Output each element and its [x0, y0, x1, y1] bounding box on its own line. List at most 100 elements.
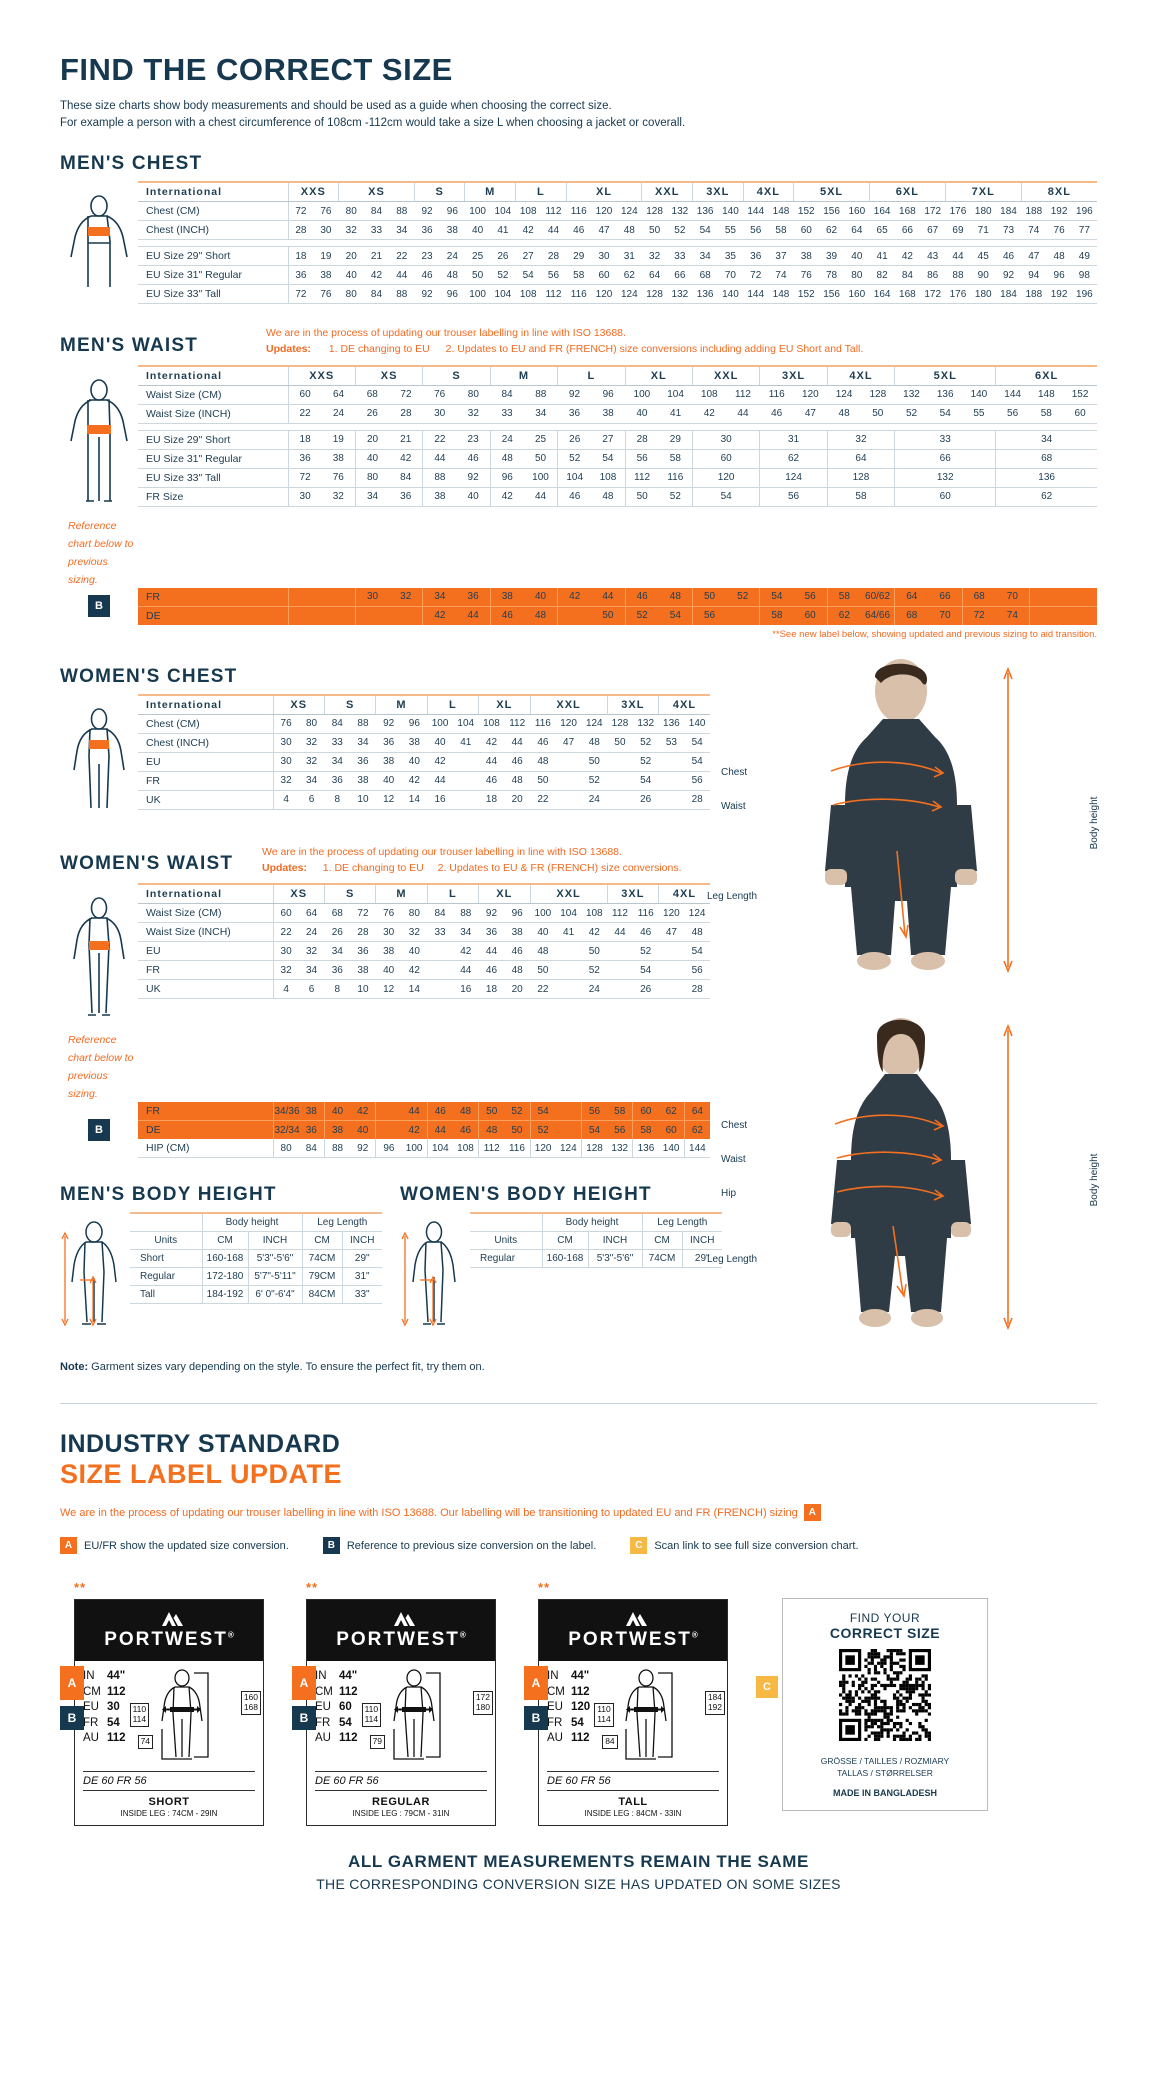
womens-height-figure	[400, 1212, 470, 1335]
cell: 50	[523, 449, 558, 469]
table-row: EU Size 29" Short 18 19 20 21 22 23 24 25 26 27 28 2…	[138, 430, 1097, 450]
cell: 31	[759, 430, 828, 450]
size-row-eu: EU 30	[83, 1700, 126, 1716]
size-key: EU	[315, 1701, 331, 1714]
cell: 90	[970, 265, 996, 286]
size-key: IN	[547, 1670, 559, 1683]
cell: 60	[793, 605, 828, 625]
cell: 52	[581, 771, 608, 791]
cell: 30	[272, 941, 299, 962]
cell: 152	[1063, 385, 1097, 405]
cell: 132	[607, 1139, 633, 1159]
cell: 148	[768, 201, 794, 222]
cell: 54	[529, 1102, 556, 1121]
cell: 10	[350, 790, 376, 810]
cell: 12	[375, 979, 402, 1000]
cell: 19	[321, 430, 356, 450]
size-header-4xl: 4XL	[658, 694, 710, 715]
row-label: Chest (CM)	[138, 201, 288, 222]
cell: 22	[389, 246, 415, 267]
mens-waist-orange-table: FR 30 32 34 36 38 40 42 44 46 48 50 52 54 56 58 60/62 64 6…	[138, 587, 1097, 625]
tag-b: B	[524, 1706, 548, 1731]
cell: 60	[632, 1102, 659, 1121]
cell: 46	[624, 587, 659, 607]
qr-code-icon[interactable]	[839, 1649, 931, 1742]
cell: 40	[401, 752, 428, 772]
cell: 50	[860, 404, 895, 424]
cell	[658, 979, 685, 1000]
size-row-au: AU 112	[315, 1731, 358, 1747]
womens-waist-body: Waist Size (CM) 60 64 68 72 76 80 84 88 92 96 100 10…	[138, 903, 710, 1000]
cell: 62	[995, 487, 1097, 507]
cell: 38	[422, 487, 457, 507]
fit-name: SHORT	[148, 1796, 190, 1809]
womens-waist-update-item2: 2. Updates to EU & FR (FRENCH) size conv…	[437, 861, 682, 874]
qr-card[interactable]: FIND YOUR CORRECT SIZE GRÖSSE / TAILLES / …	[782, 1598, 988, 1812]
spacer-row	[138, 239, 1097, 248]
label-body-icon	[625, 1669, 673, 1760]
cell: 108	[591, 468, 626, 488]
cell: 172	[920, 201, 946, 222]
cell: 6	[298, 979, 325, 1000]
cell: 80	[456, 385, 491, 405]
asterisk-marker: **	[74, 1580, 87, 1596]
cell: 36	[324, 771, 351, 791]
cell: 23	[414, 246, 440, 267]
cell: 88	[422, 468, 457, 488]
table-row: Tall 184-192 6' 0"-6'4" 84CM 33"	[130, 1285, 383, 1305]
cell: 84	[894, 265, 921, 286]
cell: 124	[827, 385, 861, 405]
sub-header: CM	[201, 1231, 248, 1251]
male-model-card: Chest Waist Leg Length Body height	[707, 655, 1100, 990]
cell: 184	[995, 201, 1022, 222]
col-international: International	[138, 365, 288, 386]
label-measurements: IN 44" CM 112 EU 30 FR 54 AU 112 110 114 160 168 74	[75, 1661, 263, 1769]
cell: 40	[375, 960, 402, 981]
qr-line-3: GRÖSSE / TAILLES / ROZMIARY	[820, 1756, 950, 1767]
size-key: FR	[315, 1716, 331, 1729]
portwest-logo-icon	[394, 1612, 415, 1627]
cell: 120	[529, 1139, 556, 1159]
mens-height-body: Body height Leg Length Units CM INCH CM INCH Sh…	[130, 1212, 383, 1305]
row-label: DE	[138, 1120, 273, 1140]
cell: 24	[298, 922, 325, 943]
cell: 54	[759, 587, 794, 607]
cell: 50	[581, 941, 608, 962]
cell: 48	[530, 752, 556, 772]
cell: 36	[324, 960, 351, 981]
cell: 88	[523, 385, 558, 405]
cell: 140	[717, 201, 744, 222]
cell: 104	[557, 468, 592, 488]
row-label: FR	[138, 960, 273, 981]
height-group-header: Body height Leg Length	[130, 1212, 383, 1233]
cell: 76	[793, 265, 819, 286]
cell: 72	[287, 468, 322, 488]
sub-header: CM	[641, 1231, 683, 1251]
previous-size-conversion: DE 60 FR 56	[547, 1771, 719, 1790]
cell: 120	[591, 284, 617, 305]
size-row-fr: FR 54	[83, 1716, 126, 1732]
cell: 84	[363, 201, 390, 222]
mens-chest-table: International XXS XS S M L XL XXL 3XL 4XL 5XL 6XL 7X…	[138, 181, 1097, 305]
size-header-6xl: 6XL	[868, 182, 946, 203]
cell: 68	[995, 449, 1097, 469]
size-value: 54	[571, 1716, 584, 1729]
cell: 32	[298, 733, 325, 753]
cell: 44	[452, 960, 479, 981]
cell: 32	[456, 404, 491, 424]
cell: 55	[962, 404, 996, 424]
height-measure-box: 172 180	[472, 1691, 493, 1715]
intro-text: These size charts show body measurements…	[60, 98, 1097, 131]
cell: 144	[995, 385, 1030, 405]
cell: 84CM	[301, 1285, 343, 1305]
col-international: International	[138, 884, 273, 905]
mens-height-table: Body height Leg Length Units CM INCH CM INCH Sh…	[130, 1212, 383, 1305]
cell: 48	[530, 941, 556, 962]
womens-waist-table: International XS S M L XL XXL 3XL 4XL Waist Size…	[138, 883, 710, 1000]
womens-chest-table: International XS S M L XL XXL 3XL 4XL Chest (CM)…	[138, 694, 710, 810]
row-label: FR Size	[138, 487, 288, 507]
cell: 21	[363, 246, 390, 267]
page-title: FIND THE CORRECT SIZE	[60, 52, 453, 87]
cell: 36	[414, 220, 440, 241]
row-label: Tall	[130, 1285, 202, 1305]
